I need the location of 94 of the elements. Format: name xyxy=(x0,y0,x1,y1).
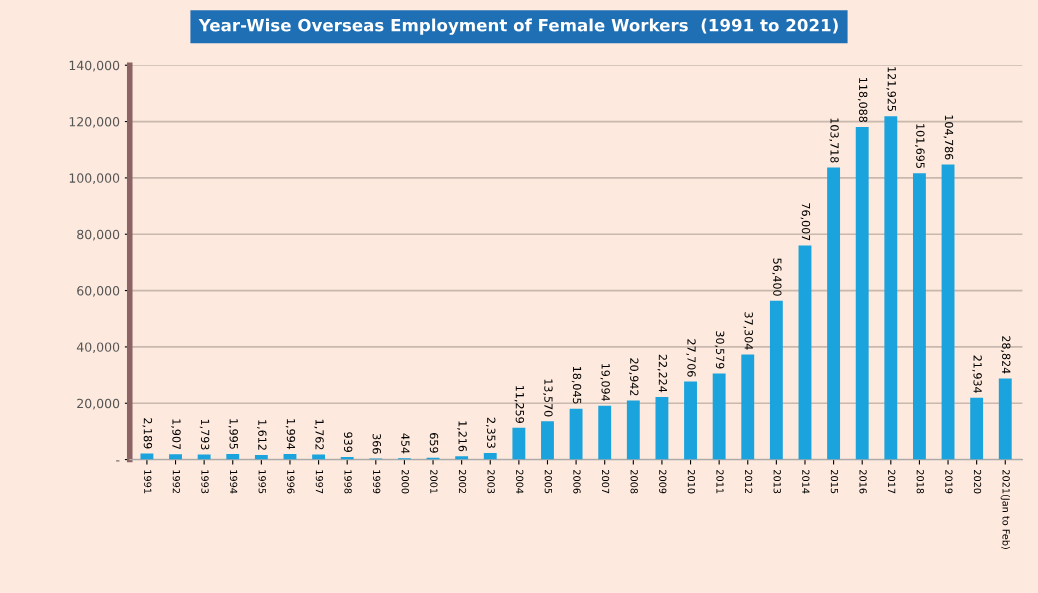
bar xyxy=(226,453,240,460)
y-tick-label: 80,000 xyxy=(77,229,120,241)
data-label: 101,695 xyxy=(915,124,925,168)
data-label: 2,189 xyxy=(142,418,153,449)
data-label: 13,570 xyxy=(543,379,553,417)
x-tick-label: 2002 xyxy=(458,470,467,494)
x-tick-label: 2017 xyxy=(888,470,896,494)
bar xyxy=(655,396,669,460)
bar xyxy=(741,354,755,460)
bar xyxy=(254,455,268,460)
data-label: 118,088 xyxy=(857,78,868,123)
data-label: 939 xyxy=(343,432,353,452)
y-tick-label: 100,000 xyxy=(69,173,120,185)
bar xyxy=(541,421,554,460)
data-label: 18,045 xyxy=(571,366,582,404)
x-tick-label: 2011 xyxy=(716,470,724,494)
bar xyxy=(684,381,697,460)
x-tick-label: 2007 xyxy=(601,470,610,494)
y-tick-label: - xyxy=(116,460,120,462)
bar xyxy=(855,126,869,460)
data-label: 1,612 xyxy=(257,420,267,450)
data-label: 22,224 xyxy=(657,354,668,393)
bar xyxy=(169,454,182,460)
bar xyxy=(569,408,583,460)
data-label: 27,706 xyxy=(686,339,696,377)
bar xyxy=(884,116,898,460)
data-label: 56,400 xyxy=(772,258,782,296)
x-tick-label: 2021(Jan to Feb) xyxy=(1000,470,1010,549)
bar xyxy=(769,300,783,460)
x-tick-label: 1997 xyxy=(315,470,324,494)
x-tick-label: 2000 xyxy=(401,470,409,494)
bar xyxy=(970,397,984,460)
data-label: 121,925 xyxy=(886,67,896,112)
data-label: 103,718 xyxy=(829,118,839,163)
x-tick-label: 2004 xyxy=(516,470,524,494)
data-label: 454 xyxy=(401,433,410,454)
bar xyxy=(626,400,640,460)
data-label: 76,007 xyxy=(800,203,811,241)
bar xyxy=(941,164,955,460)
bar xyxy=(140,453,154,460)
data-label: 1,216 xyxy=(457,421,467,452)
x-tick-label: 2008 xyxy=(630,470,638,494)
x-tick-label: 2014 xyxy=(802,470,810,494)
x-tick-label: 2009 xyxy=(659,470,667,494)
data-label: 2,353 xyxy=(485,417,496,448)
x-tick-label: 2016 xyxy=(859,470,867,494)
data-label: 1,793 xyxy=(199,419,210,450)
x-tick-label: 1992 xyxy=(172,470,181,494)
data-label: 37,304 xyxy=(743,312,753,350)
data-label: 104,786 xyxy=(943,115,954,160)
y-tick-label: 60,000 xyxy=(77,286,120,297)
data-label: 366 xyxy=(372,434,381,454)
x-tick-label: 2015 xyxy=(830,470,839,494)
data-label: 19,094 xyxy=(600,363,610,401)
data-label: 1,762 xyxy=(314,419,324,450)
data-label: 28,824 xyxy=(1000,336,1011,374)
y-tick-label: 140,000 xyxy=(69,60,120,72)
x-tick-label: 1998 xyxy=(344,470,352,494)
data-label: 1,995 xyxy=(228,419,238,449)
data-label: 20,942 xyxy=(628,358,639,396)
data-label: 1,907 xyxy=(171,419,181,450)
data-label: 30,579 xyxy=(714,331,725,369)
x-tick-label: 2012 xyxy=(744,470,753,494)
x-tick-label: 2013 xyxy=(773,470,781,494)
data-label: 21,934 xyxy=(972,355,982,393)
chart-title: Year-Wise Overseas Employment of Female Workers (1991 to 2021) xyxy=(198,18,838,35)
bar xyxy=(712,373,726,460)
bar xyxy=(998,378,1012,460)
x-tick-label: 2019 xyxy=(945,470,953,494)
x-tick-label: 2005 xyxy=(544,470,553,494)
data-label: 1,994 xyxy=(285,419,296,450)
x-tick-label: 1996 xyxy=(287,470,295,494)
x-tick-label: 1999 xyxy=(372,470,381,494)
bar xyxy=(483,452,497,460)
x-tick-label: 1991 xyxy=(144,470,152,494)
x-tick-label: 2020 xyxy=(973,470,982,494)
bar xyxy=(798,245,812,460)
x-tick-label: 1994 xyxy=(229,470,238,494)
data-label: 11,259 xyxy=(514,386,525,423)
x-tick-label: 1993 xyxy=(201,470,209,494)
y-tick-label: 20,000 xyxy=(77,398,120,410)
bar xyxy=(827,167,841,460)
y-tick-label: 120,000 xyxy=(69,117,120,128)
bar xyxy=(912,173,926,460)
y-tick-label: 40,000 xyxy=(76,342,120,354)
data-label: 659 xyxy=(429,433,439,453)
x-tick-label: 1995 xyxy=(258,470,266,494)
x-tick-label: 2006 xyxy=(573,470,581,494)
bar xyxy=(598,405,612,460)
bar xyxy=(512,427,526,460)
x-tick-label: 2010 xyxy=(687,470,696,494)
x-tick-label: 2018 xyxy=(916,470,924,494)
x-tick-label: 2003 xyxy=(487,470,495,494)
x-tick-label: 2001 xyxy=(430,470,438,494)
